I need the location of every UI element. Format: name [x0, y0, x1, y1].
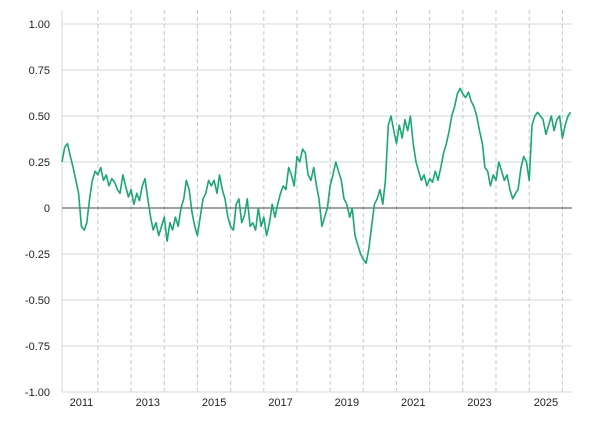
y-tick-label: 1.00	[29, 19, 50, 31]
y-tick-label: -0.25	[25, 249, 50, 261]
x-tick-label: 2021	[401, 397, 425, 409]
y-tick-label: -0.75	[25, 341, 50, 353]
y-tick-label: -1.00	[25, 387, 50, 399]
vertical-gridlines	[97, 10, 563, 392]
y-tick-label: -0.50	[25, 295, 50, 307]
series-line	[61, 87, 572, 265]
x-tick-label: 2025	[534, 397, 558, 409]
x-tick-label: 2011	[70, 397, 94, 409]
plot-background	[62, 10, 572, 392]
x-tick-label: 2017	[268, 397, 292, 409]
x-tick-label: 2013	[136, 397, 160, 409]
x-tick-label: 2015	[202, 397, 226, 409]
x-tick-labels: 2011 2013 2015 2017 2019 2021 2023 2025	[70, 397, 559, 409]
y-tick-label: 0	[44, 203, 50, 215]
y-tick-label: 0.50	[29, 111, 50, 123]
y-tick-label: 0.75	[29, 65, 50, 77]
y-tick-labels: 1.00 0.75 0.50 0.25 0 -0.25 -0.50 -0.75 -1.00	[25, 19, 50, 399]
y-tick-label: 0.25	[29, 157, 50, 169]
x-tick-label: 2023	[467, 397, 491, 409]
x-tick-label: 2019	[335, 397, 359, 409]
